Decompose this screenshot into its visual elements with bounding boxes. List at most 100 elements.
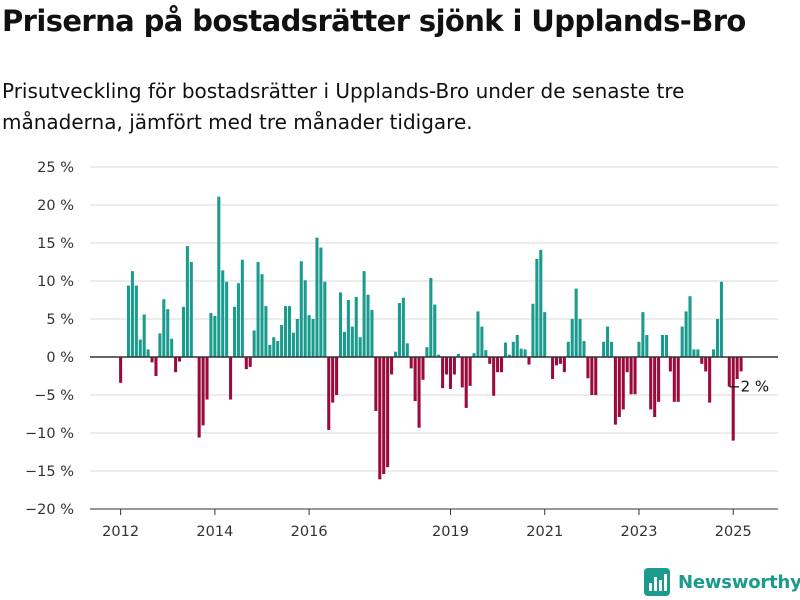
bar <box>708 357 712 403</box>
y-axis: 25 % 20 % 15 % 10 % 5 % 0 % −5 % −10 % −15 % −20 … <box>25 160 74 518</box>
x-tick-label: 2019 <box>432 524 469 540</box>
bar <box>142 314 146 357</box>
bar <box>146 349 150 357</box>
bar <box>209 312 213 357</box>
bar <box>562 357 566 373</box>
y-tick-label: 20 % <box>37 198 74 214</box>
bar <box>507 354 511 357</box>
bar <box>437 354 441 357</box>
bar <box>551 357 555 380</box>
bar <box>315 237 319 357</box>
bar <box>719 281 723 357</box>
bar <box>134 285 138 357</box>
bar <box>225 281 229 357</box>
bar <box>692 349 696 357</box>
bar <box>676 357 680 402</box>
newsworthy-bar-chart-icon <box>644 568 670 596</box>
bar <box>441 357 445 389</box>
bar <box>331 357 335 403</box>
chart-title: Priserna på bostadsrätter sjönk i Upplan… <box>2 4 746 38</box>
bar <box>287 306 292 357</box>
bar <box>221 270 225 357</box>
bar <box>739 357 743 372</box>
bar <box>350 326 354 357</box>
bar <box>413 357 417 402</box>
y-tick-label: 5 % <box>46 312 74 328</box>
bar <box>272 337 276 357</box>
last-value-label: −2 % <box>728 377 769 395</box>
bar <box>248 357 252 367</box>
bar <box>370 309 374 357</box>
bar <box>621 357 625 410</box>
bar <box>417 357 421 428</box>
bar <box>362 271 366 357</box>
bar <box>174 357 178 373</box>
bar <box>590 357 594 395</box>
bar <box>401 297 405 357</box>
bar <box>531 303 535 357</box>
bar <box>613 357 617 425</box>
bar <box>346 300 350 357</box>
bar <box>625 357 629 373</box>
bar <box>649 357 653 410</box>
y-tick-label: 10 % <box>37 274 74 290</box>
bar <box>264 306 268 357</box>
bar <box>488 357 492 364</box>
bar <box>205 357 209 400</box>
bar <box>704 357 708 372</box>
bar <box>319 247 323 357</box>
bar <box>688 296 692 357</box>
bar <box>421 357 425 380</box>
bar <box>527 357 531 365</box>
bar <box>232 306 237 357</box>
bar <box>472 353 476 357</box>
bar <box>617 357 621 418</box>
bar <box>374 357 378 411</box>
x-tick-label: 2016 <box>291 524 328 540</box>
bar <box>229 357 233 400</box>
bar <box>570 319 574 357</box>
chart-subtitle: Prisutveckling för bostadsrätter i Uppla… <box>2 79 685 134</box>
bar <box>291 332 295 357</box>
bar <box>130 271 134 357</box>
bar <box>515 334 519 357</box>
bar <box>280 325 284 357</box>
bar <box>429 277 433 357</box>
bar <box>594 357 598 395</box>
bar <box>433 304 437 357</box>
bar <box>354 296 358 357</box>
bar <box>543 312 547 357</box>
bar <box>500 357 504 373</box>
bar <box>185 246 189 357</box>
bar <box>496 357 500 373</box>
bar <box>511 341 515 357</box>
bar <box>425 347 429 357</box>
bar <box>668 357 672 372</box>
bar <box>657 357 661 402</box>
bar <box>586 357 590 379</box>
bar <box>660 334 665 357</box>
bar <box>727 357 731 387</box>
bar <box>276 341 280 357</box>
bar <box>503 342 507 357</box>
bar <box>327 357 331 430</box>
bar <box>606 326 610 357</box>
bar-series <box>119 196 743 480</box>
bar <box>464 357 468 408</box>
newsworthy-logo: Newsworthy <box>644 566 800 598</box>
bar <box>452 357 456 375</box>
bar <box>672 357 676 402</box>
bar <box>138 339 142 357</box>
y-tick-label: 25 % <box>37 160 74 176</box>
bar <box>460 357 464 388</box>
bar <box>181 306 185 357</box>
bar <box>390 357 394 375</box>
bar <box>484 350 488 357</box>
bar <box>731 357 735 441</box>
y-tick-label: 15 % <box>37 236 74 252</box>
bar <box>558 357 562 364</box>
bar <box>664 334 668 357</box>
bar <box>715 319 720 357</box>
bar <box>641 312 645 357</box>
